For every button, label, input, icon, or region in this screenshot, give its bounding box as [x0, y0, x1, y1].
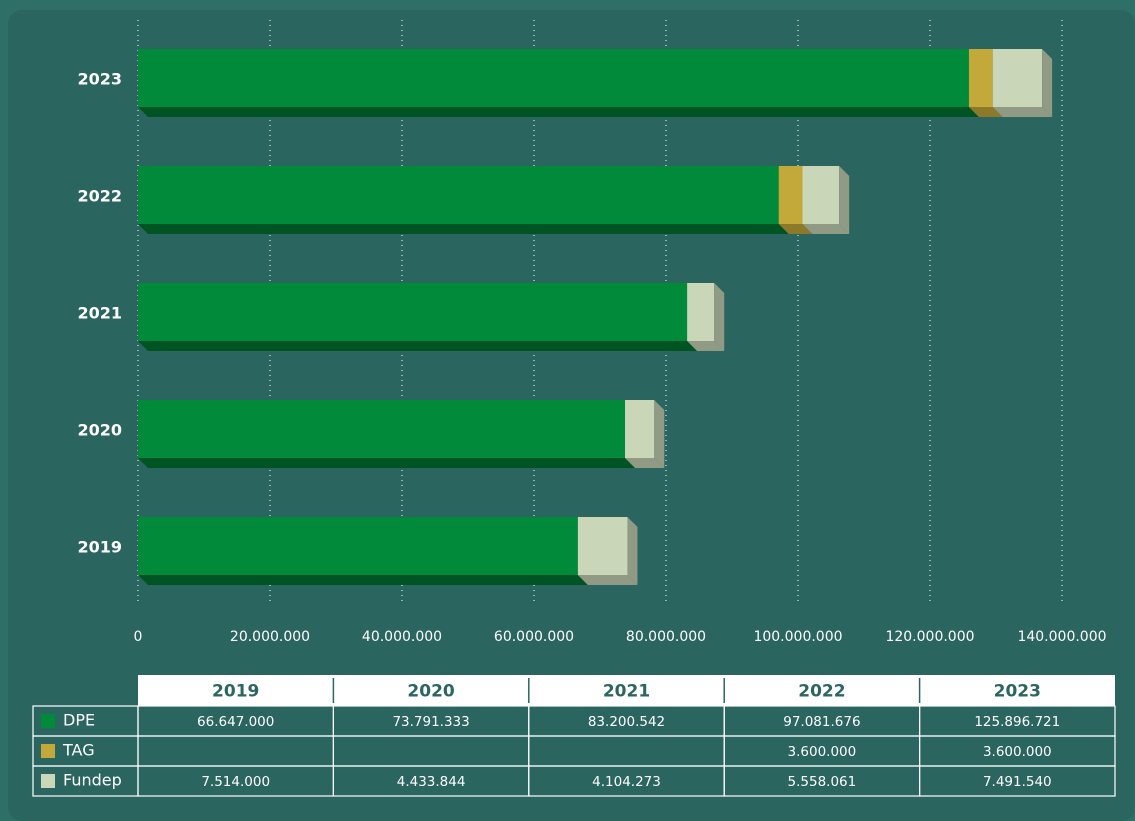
bar	[687, 283, 715, 341]
table-header: 2021	[603, 682, 650, 702]
bar-depth-side	[1042, 49, 1053, 117]
bar-depth-bottom	[625, 458, 665, 468]
bar	[138, 400, 626, 458]
bar	[138, 49, 969, 107]
bar-depth-bottom	[778, 224, 813, 234]
table-header: 2020	[407, 682, 454, 702]
bar	[778, 166, 803, 224]
table-cell	[918, 765, 1116, 797]
legend-swatch	[41, 744, 55, 758]
bar-depth-bottom	[802, 224, 850, 234]
x-tick-label: 0	[134, 629, 143, 645]
bar	[138, 166, 779, 224]
table-value: 3.600.000	[983, 744, 1052, 760]
table-value: 4.433.844	[397, 774, 466, 790]
table-value: 7.491.540	[983, 774, 1052, 790]
x-tick-label: 20.000.000	[230, 629, 310, 645]
y-tick-label: 2019	[77, 538, 122, 557]
bar-depth-bottom	[992, 107, 1053, 117]
y-tick-label: 2021	[77, 304, 122, 323]
table-value: 4.104.273	[592, 774, 661, 790]
bar	[968, 49, 993, 107]
legend-swatch	[41, 714, 55, 728]
bar	[625, 400, 655, 458]
legend-swatch	[41, 774, 55, 788]
table-value: 5.558.061	[788, 774, 857, 790]
bar	[802, 166, 840, 224]
table-header-background	[138, 675, 1115, 706]
bar-depth-side	[839, 166, 850, 234]
y-tick-label: 2023	[77, 70, 122, 89]
x-tick-label: 120.000.000	[885, 629, 974, 645]
legend-label: TAG	[62, 741, 95, 760]
table-header: 2022	[798, 682, 845, 702]
table-value: 3.600.000	[788, 744, 857, 760]
bar-depth-bottom	[138, 341, 698, 351]
bar-depth-bottom	[968, 107, 1003, 117]
table-value: 125.896.721	[974, 714, 1060, 730]
bar	[992, 49, 1043, 107]
y-tick-label: 2022	[77, 187, 122, 206]
bar	[138, 517, 578, 575]
table-value: 7.514.000	[201, 774, 270, 790]
bar-depth-bottom	[138, 575, 588, 585]
x-tick-label: 80.000.000	[626, 629, 706, 645]
bar	[138, 283, 688, 341]
bar	[577, 517, 628, 575]
bar-depth-bottom	[138, 224, 789, 234]
x-tick-label: 40.000.000	[362, 629, 442, 645]
bar-depth-bottom	[138, 107, 979, 117]
bar-depth-side	[714, 283, 725, 351]
bar-depth-side	[654, 400, 665, 468]
x-tick-label: 100.000.000	[753, 629, 842, 645]
bar-depth-bottom	[687, 341, 725, 351]
table-header: 2019	[212, 682, 259, 702]
legend-label: DPE	[63, 711, 95, 730]
table-value: 73.791.333	[392, 714, 469, 730]
table-header: 2023	[994, 682, 1041, 702]
y-tick-label: 2020	[77, 421, 122, 440]
legend-label: Fundep	[63, 771, 122, 790]
table-value: 97.081.676	[783, 714, 860, 730]
bar-depth-bottom	[138, 458, 636, 468]
x-tick-label: 60.000.000	[494, 629, 574, 645]
table-value: 66.647.000	[197, 714, 274, 730]
bar-depth-side	[627, 517, 638, 585]
table-value: 83.200.542	[588, 714, 665, 730]
x-tick-label: 140.000.000	[1017, 629, 1106, 645]
bar-depth-bottom	[577, 575, 638, 585]
